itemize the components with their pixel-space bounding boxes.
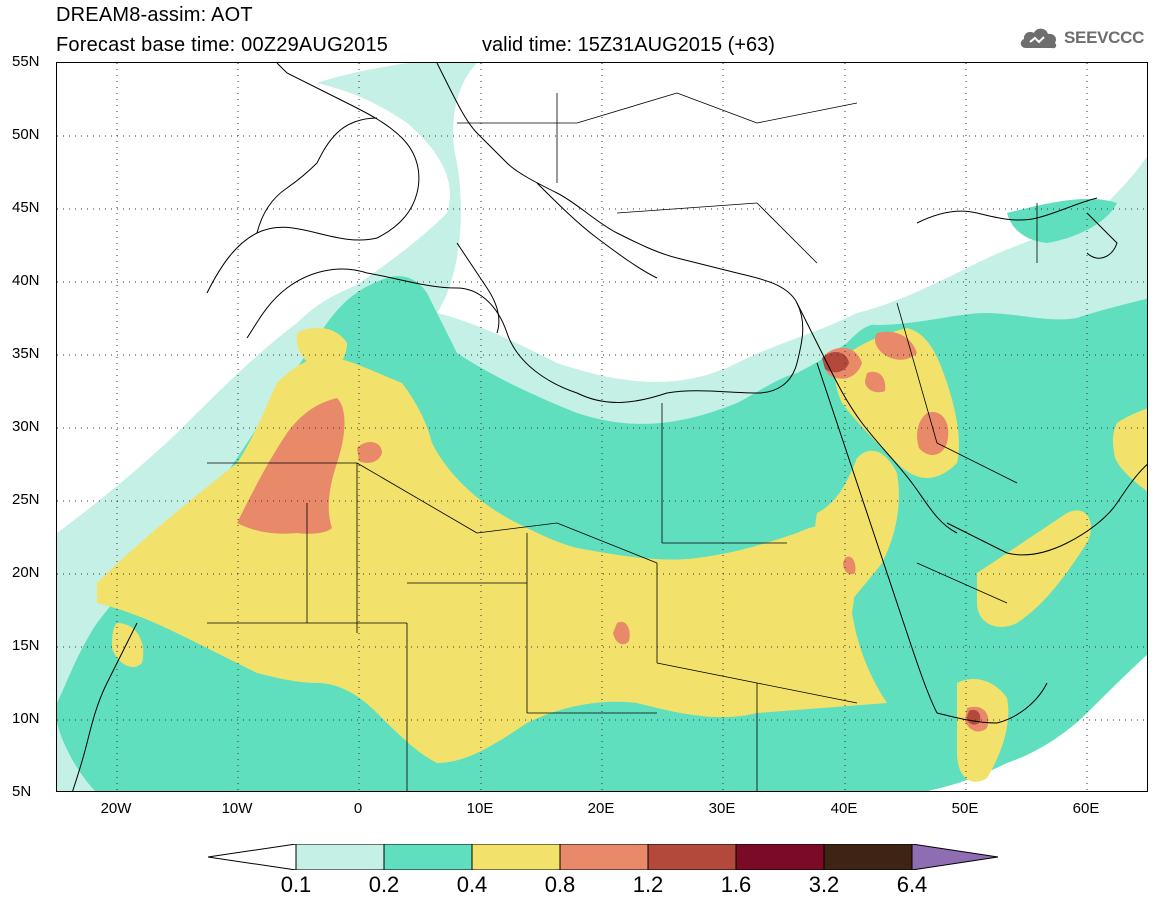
colorbar-tick-6.4: 6.4 xyxy=(896,872,928,897)
graticule xyxy=(57,63,1147,791)
colorbar-swatch-3.2 xyxy=(823,844,913,870)
lon-label-10e: 10E xyxy=(466,800,494,817)
colorbar-tick-0.4: 0.4 xyxy=(456,872,488,897)
lon-label-50e: 50E xyxy=(951,800,979,817)
title-valid-time: valid time: 15Z31AUG2015 (+63) xyxy=(482,34,775,56)
coastlines xyxy=(72,63,1147,791)
colorbar-swatch-0.2 xyxy=(383,844,473,870)
logo-text: SEEVCCC xyxy=(1064,28,1145,47)
lat-label-15n: 15N xyxy=(12,637,40,654)
lat-label-35n: 35N xyxy=(12,345,40,362)
colorbar-swatch-1.2 xyxy=(647,844,737,870)
lat-label-30n: 30N xyxy=(12,418,40,435)
lat-label-50n: 50N xyxy=(12,126,40,143)
cloud-icon xyxy=(1020,28,1057,49)
title-base-time: Forecast base time: 00Z29AUG2015 xyxy=(56,34,389,56)
lon-label-0: 0 xyxy=(353,800,363,817)
colorbar-swatch-0.4 xyxy=(471,844,561,870)
colorbar-swatch-0.1 xyxy=(295,844,385,870)
lon-label-20e: 20E xyxy=(587,800,615,817)
colorbar-tick-0.2: 0.2 xyxy=(368,872,400,897)
colorbar-high-triangle xyxy=(911,844,998,870)
lon-label-60e: 60E xyxy=(1072,800,1100,817)
lat-label-10n: 10N xyxy=(12,710,40,727)
colorbar-tick-0.1: 0.1 xyxy=(280,872,312,897)
colorbar-tick-1.6: 1.6 xyxy=(720,872,752,897)
lat-label-25n: 25N xyxy=(12,491,40,508)
colorbar-swatch-0.8 xyxy=(559,844,649,870)
aot-colorbar xyxy=(208,844,998,870)
lon-label-10w: 10W xyxy=(221,800,253,817)
lon-label-30e: 30E xyxy=(708,800,736,817)
colorbar-tick-3.2: 3.2 xyxy=(808,872,840,897)
lat-label-5n: 5N xyxy=(12,783,32,800)
seevccc-logo: SEEVCCC xyxy=(1018,24,1144,52)
aot-map-svg xyxy=(57,63,1147,791)
colorbar-tick-1.2: 1.2 xyxy=(632,872,664,897)
lon-label-40e: 40E xyxy=(830,800,858,817)
colorbar-low-triangle xyxy=(208,844,297,870)
colorbar-tick-0.8: 0.8 xyxy=(544,872,576,897)
lon-label-20w: 20W xyxy=(100,800,132,817)
borders xyxy=(207,92,1038,791)
lat-label-20n: 20N xyxy=(12,564,40,581)
title-model: DREAM8-assim: AOT xyxy=(56,4,253,26)
aot-map xyxy=(56,62,1148,792)
lat-label-40n: 40N xyxy=(12,272,40,289)
colorbar-swatch-1.6 xyxy=(735,844,825,870)
lat-label-45n: 45N xyxy=(12,199,40,216)
lat-label-55n: 55N xyxy=(12,53,40,70)
